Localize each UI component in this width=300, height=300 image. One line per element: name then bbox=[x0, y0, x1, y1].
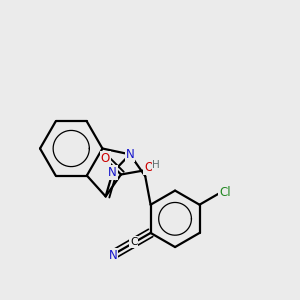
Text: H: H bbox=[152, 160, 160, 170]
Text: N: N bbox=[109, 249, 118, 262]
Text: Cl: Cl bbox=[219, 186, 231, 199]
Text: N: N bbox=[125, 148, 134, 161]
Text: C: C bbox=[130, 237, 137, 247]
Text: O: O bbox=[144, 161, 153, 174]
Text: O: O bbox=[100, 152, 110, 165]
Text: N: N bbox=[108, 166, 117, 179]
